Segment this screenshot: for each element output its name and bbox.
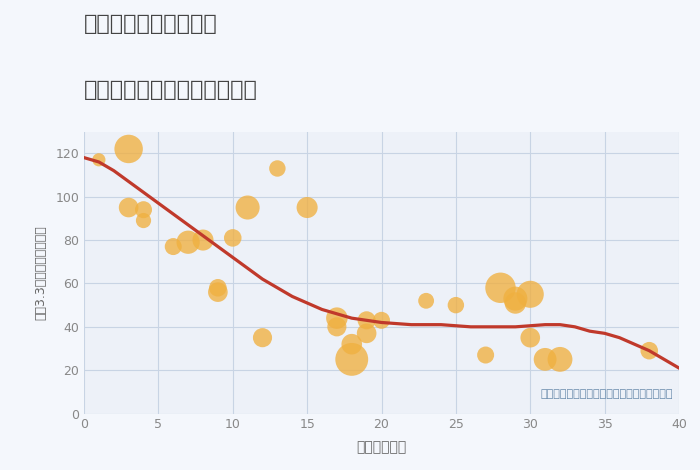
Point <box>525 334 536 341</box>
Point <box>331 314 342 322</box>
Point <box>361 317 372 324</box>
Point <box>227 234 238 242</box>
Text: 円の大きさは、取引のあった物件面積を示す: 円の大きさは、取引のあった物件面積を示す <box>540 390 673 400</box>
Point <box>510 295 521 302</box>
X-axis label: 築年数（年）: 築年数（年） <box>356 440 407 454</box>
Point <box>510 299 521 307</box>
Point <box>346 356 357 363</box>
Point <box>212 289 223 296</box>
Point <box>168 243 179 251</box>
Point <box>242 204 253 212</box>
Point <box>138 206 149 213</box>
Point <box>495 284 506 291</box>
Point <box>421 297 432 305</box>
Point <box>257 334 268 341</box>
Point <box>138 217 149 224</box>
Point <box>123 204 134 212</box>
Point <box>361 329 372 337</box>
Point <box>212 284 223 291</box>
Point <box>346 340 357 348</box>
Text: 兵庫県姫路市高尾町の: 兵庫県姫路市高尾町の <box>84 14 218 34</box>
Y-axis label: 坪（3.3㎡）単価（万円）: 坪（3.3㎡）単価（万円） <box>34 225 47 320</box>
Point <box>302 204 313 212</box>
Point <box>525 290 536 298</box>
Point <box>272 164 283 172</box>
Point <box>376 317 387 324</box>
Point <box>554 356 566 363</box>
Point <box>183 238 194 246</box>
Point <box>197 236 209 244</box>
Point <box>540 356 551 363</box>
Point <box>480 351 491 359</box>
Point <box>123 145 134 153</box>
Point <box>93 156 104 164</box>
Point <box>331 323 342 330</box>
Point <box>450 301 461 309</box>
Text: 築年数別中古マンション価格: 築年数別中古マンション価格 <box>84 80 258 100</box>
Point <box>644 347 655 354</box>
